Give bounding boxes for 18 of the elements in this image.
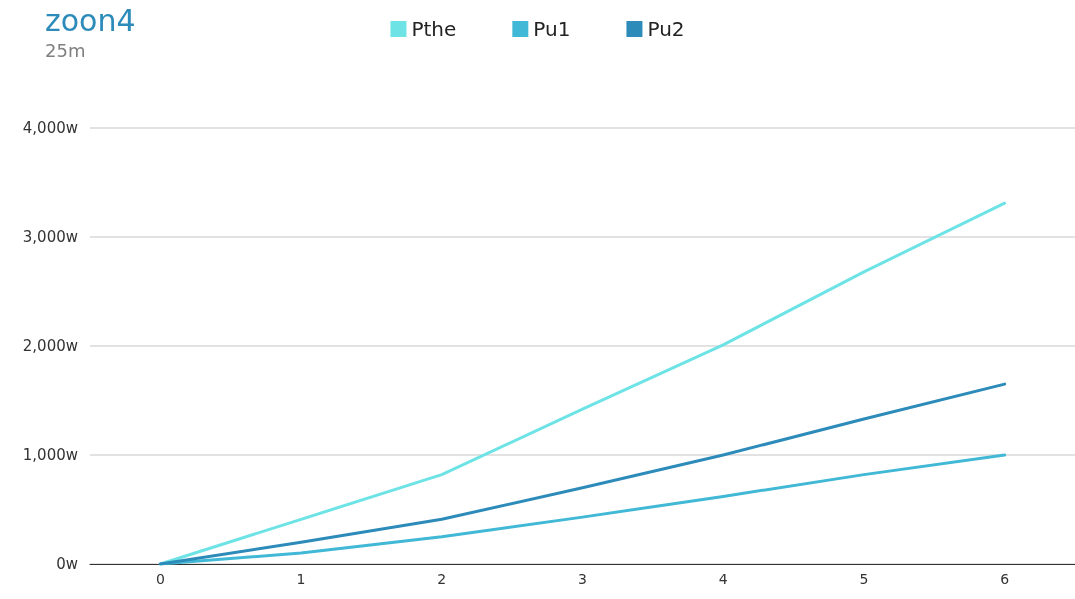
x-tick-label: 1 xyxy=(296,571,306,587)
y-tick-label: 0w xyxy=(56,555,78,573)
x-tick-label: 6 xyxy=(1000,571,1010,587)
x-tick-label: 4 xyxy=(718,571,728,587)
y-tick-label: 4,000w xyxy=(22,119,78,137)
chart-title: zoon4 xyxy=(45,2,136,38)
legend-label: Pu2 xyxy=(647,17,685,41)
x-tick-label: 3 xyxy=(578,571,587,587)
legend-label: Pthe xyxy=(411,17,457,41)
x-tick-label: 0 xyxy=(155,571,165,587)
x-tick-label: 5 xyxy=(859,571,869,587)
x-tick-label: 2 xyxy=(437,571,447,587)
chart-subtitle: 25m xyxy=(45,39,86,61)
y-tick-label: 1,000w xyxy=(22,446,78,464)
legend-label: Pu1 xyxy=(533,17,571,41)
y-tick-label: 2,000w xyxy=(22,337,78,355)
y-tick-label: 3,000w xyxy=(22,228,78,246)
line-series xyxy=(158,382,1007,566)
